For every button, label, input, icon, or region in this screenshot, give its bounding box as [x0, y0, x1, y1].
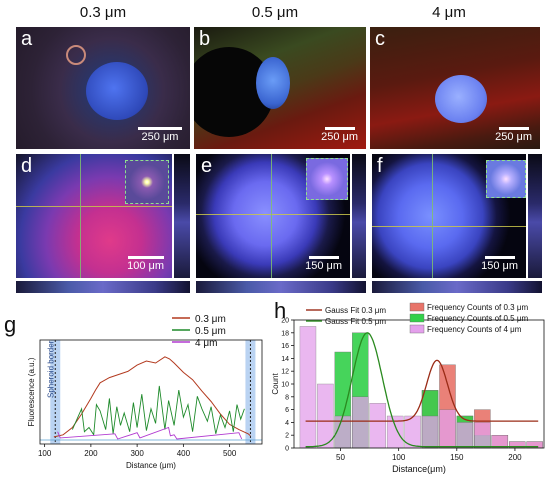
- legend-bar-swatch: [409, 302, 425, 312]
- x-tick-label: 50: [336, 453, 345, 462]
- panel-b: b 250 μm: [194, 27, 366, 149]
- y-axis-label: Count: [271, 373, 280, 395]
- crosshair-horizontal-e: [196, 214, 350, 215]
- histogram-bar-2: [317, 383, 334, 449]
- legend-fit-label: Gauss Fit 0.5 μm: [325, 317, 386, 326]
- series-line-1: [71, 385, 245, 437]
- scale-bar-e: 150 μm: [305, 256, 342, 272]
- bottom-projection-f: [372, 281, 542, 293]
- scale-bar-c: 250 μm: [495, 127, 532, 143]
- x-axis-label: Distance (μm): [126, 461, 176, 470]
- legend-bar-swatch: [409, 324, 425, 334]
- x-tick-label: 500: [223, 449, 237, 458]
- panel-label-f: f: [377, 155, 383, 177]
- fluorescence-profile-chart: g Spheroid border 100 200 300 400 500 Distance…: [4, 312, 263, 470]
- y-tick-label: 4: [285, 420, 289, 427]
- y-tick-label: 2: [285, 433, 289, 440]
- histogram-bar-2: [299, 326, 317, 449]
- legend-label: 0.3 μm: [195, 314, 226, 325]
- histogram-bar-2: [439, 409, 456, 449]
- legend-label: 4 μm: [195, 338, 217, 349]
- panel-d: d 100 μm: [16, 154, 172, 278]
- distance-histogram-chart: h 0 2 4 6 8 10 12 14 16 18 20 50 100 150 200 Distance(μ…: [271, 298, 545, 474]
- column-title-0.5: 0.5 μm: [251, 4, 299, 21]
- side-projection-e: [352, 154, 366, 278]
- side-projection-d: [174, 154, 190, 278]
- panel-e: e 150 μm: [196, 154, 350, 278]
- legend-bar-swatch: [409, 313, 425, 323]
- histogram-bar-2: [474, 422, 491, 449]
- spheroid-a: [86, 62, 148, 120]
- y-tick-label: 14: [281, 356, 289, 363]
- histogram-bar-2: [369, 402, 386, 449]
- panel-label-a: a: [21, 28, 33, 50]
- side-projection-f: [528, 154, 542, 278]
- x-tick-label: 100: [38, 449, 52, 458]
- panel-label-e: e: [201, 155, 213, 177]
- scale-bar-a: 250 μm: [138, 127, 182, 143]
- column-title-0.3: 0.3 μm: [79, 4, 127, 21]
- x-axis-label: Distance(μm): [392, 464, 446, 474]
- pore-ring-a: [66, 45, 86, 65]
- gauss-fit-line-0: [305, 359, 539, 422]
- gauss-fit-line-1: [305, 332, 539, 448]
- panel-label-c: c: [375, 28, 385, 50]
- scale-bar-b: 250 μm: [321, 127, 358, 143]
- histogram-bar-2: [421, 415, 439, 449]
- crosshair-vertical-e: [271, 154, 272, 278]
- histogram-bar-2: [352, 396, 369, 449]
- spheroid-c: [435, 75, 487, 123]
- scale-bar-d: 100 μm: [127, 256, 164, 272]
- y-tick-label: 0: [285, 446, 289, 453]
- y-tick-label: 8: [285, 394, 289, 401]
- legend-bar-label: Frequency Counts of 0.5 μm: [427, 314, 528, 323]
- crosshair-vertical-d: [80, 154, 81, 278]
- panel-label-b: b: [199, 28, 211, 50]
- x-tick-label: 200: [84, 449, 98, 458]
- legend-label: 0.5 μm: [195, 326, 226, 337]
- annotation-spheroid-border: Spheroid border: [46, 340, 55, 398]
- crosshair-vertical-f: [432, 154, 433, 278]
- series-line-2: [57, 426, 243, 440]
- x-tick-label: 300: [130, 449, 144, 458]
- spheroid-b: [256, 57, 290, 109]
- panel-f: f 150 μm: [372, 154, 526, 278]
- y-tick-label: 18: [281, 330, 289, 337]
- y-tick-label: 16: [281, 343, 289, 350]
- column-title-4: 4 μm: [432, 4, 466, 21]
- bottom-projection-d: [16, 281, 190, 293]
- crosshair-horizontal-f: [372, 226, 526, 227]
- panel-label-g: g: [4, 312, 16, 337]
- legend-fit-label: Gauss Fit 0.3 μm: [325, 306, 386, 315]
- panel-a: a 250 μm: [16, 27, 190, 149]
- y-tick-label: 10: [281, 382, 289, 389]
- y-tick-label: 12: [281, 369, 289, 376]
- x-tick-label: 150: [450, 453, 464, 462]
- y-tick-label: 6: [285, 407, 289, 414]
- legend-bar-label: Frequency Counts of 4 μm: [427, 325, 522, 334]
- panel-label-d: d: [21, 155, 33, 177]
- y-tick-label: 20: [281, 318, 289, 325]
- crosshair-horizontal-d: [16, 206, 172, 207]
- x-tick-label: 400: [177, 449, 191, 458]
- zoom-inset-d: [125, 160, 169, 204]
- bottom-projection-e: [196, 281, 366, 293]
- x-tick-label: 200: [508, 453, 522, 462]
- legend-bar-label: Frequency Counts of 0.3 μm: [427, 303, 528, 312]
- histogram-bar-2: [456, 422, 474, 449]
- panel-c: c 250 μm: [370, 27, 540, 149]
- x-tick-label: 100: [392, 453, 406, 462]
- zoom-inset-f: [486, 160, 526, 198]
- scale-bar-f: 150 μm: [481, 256, 518, 272]
- plot-frame: [39, 339, 263, 445]
- zoom-inset-e: [306, 158, 348, 200]
- panel-label-h: h: [274, 298, 286, 323]
- y-axis-label: Fluorescence (a.u.): [27, 357, 36, 426]
